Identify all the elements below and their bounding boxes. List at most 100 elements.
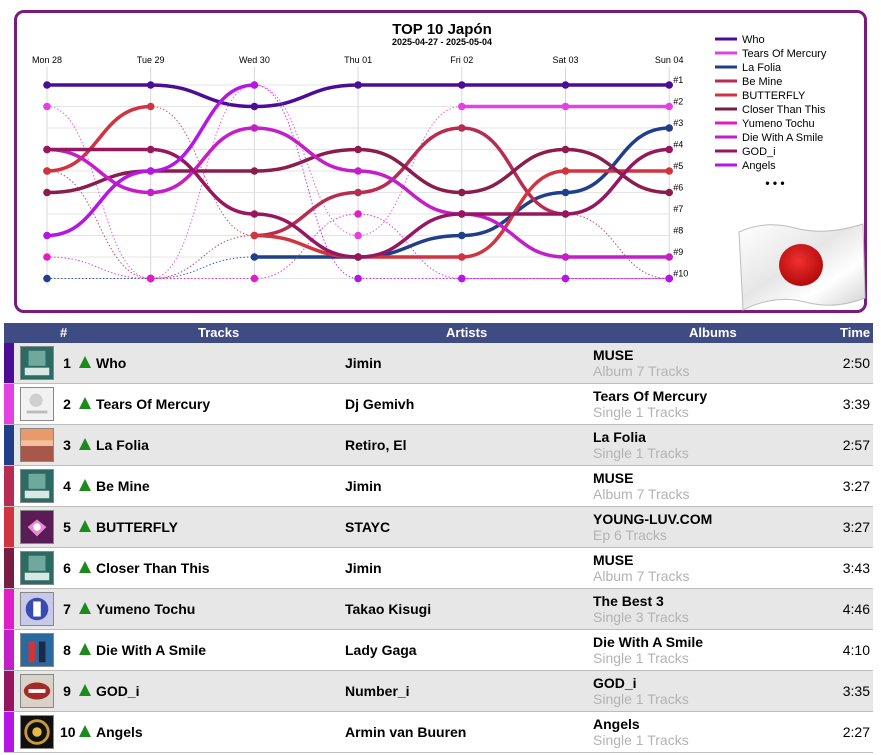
series-point bbox=[458, 102, 466, 111]
artist-name[interactable]: Takao Kisugi bbox=[345, 601, 432, 617]
track-duration: 3:39 bbox=[842, 396, 870, 412]
track-name[interactable]: Die With A Smile bbox=[96, 642, 207, 658]
artist-name[interactable]: Armin van Buuren bbox=[345, 724, 467, 740]
rank-color-bar bbox=[4, 589, 14, 629]
series-point bbox=[146, 145, 155, 154]
series-segment bbox=[252, 83, 360, 109]
rank-color-bar bbox=[4, 548, 14, 588]
album-name[interactable]: MUSE bbox=[593, 347, 634, 363]
album-name[interactable]: Angels bbox=[593, 716, 640, 732]
legend-entry: La Folia bbox=[742, 62, 782, 74]
table-row[interactable]: 5 BUTTERFLY STAYC YOUNG-LUV.COM Ep 6 Tracks 3… bbox=[4, 507, 873, 548]
rank-number: 8 bbox=[63, 642, 71, 658]
series-point bbox=[561, 102, 570, 111]
track-name[interactable]: Who bbox=[96, 355, 127, 371]
table-row[interactable]: 6 Closer Than This Jimin MUSE Album 7 Tracks… bbox=[4, 548, 873, 589]
artist-name[interactable]: Jimin bbox=[345, 355, 382, 371]
album-info: Single 1 Tracks bbox=[593, 445, 689, 461]
album-name[interactable]: La Folia bbox=[593, 429, 646, 445]
series-point bbox=[561, 253, 570, 261]
album-info: Album 7 Tracks bbox=[593, 363, 690, 379]
tracks-table: # Tracks Artists Albums Time 1 Who Jimin MU… bbox=[4, 323, 873, 753]
track-duration: 4:10 bbox=[842, 642, 870, 658]
table-row[interactable]: 10 Angels Armin van Buuren Angels Single 1 T… bbox=[4, 712, 873, 753]
album-name[interactable]: YOUNG-LUV.COM bbox=[593, 511, 713, 527]
artist-name[interactable]: Lady Gaga bbox=[345, 642, 417, 658]
japan-flag-icon bbox=[738, 223, 866, 311]
day-label: Mon 28 bbox=[32, 55, 62, 65]
table-row[interactable]: 4 Be Mine Jimin MUSE Album 7 Tracks 3:27 bbox=[4, 466, 873, 507]
legend-entry: BUTTERFLY bbox=[742, 90, 806, 102]
track-name[interactable]: Yumeno Tochu bbox=[96, 601, 196, 617]
album-name[interactable]: MUSE bbox=[593, 470, 634, 486]
album-name[interactable]: The Best 3 bbox=[593, 593, 664, 609]
track-name[interactable]: BUTTERFLY bbox=[96, 519, 178, 535]
artist-name[interactable]: Number_i bbox=[345, 683, 410, 699]
album-cover-icon bbox=[20, 551, 54, 585]
table-header: # Tracks Artists Albums Time bbox=[4, 323, 873, 343]
header-artists: Artists bbox=[446, 325, 488, 340]
day-label: Sun 04 bbox=[655, 55, 684, 65]
series-point bbox=[43, 81, 51, 89]
series-point bbox=[665, 188, 673, 197]
rank-label: #9 bbox=[673, 247, 683, 257]
trend-up-icon bbox=[79, 602, 91, 614]
trend-up-icon bbox=[79, 684, 91, 696]
series-point bbox=[146, 81, 155, 89]
table-row[interactable]: 9 GOD_i Number_i GOD_i Single 1 Tracks 3:35 bbox=[4, 671, 873, 712]
series-point bbox=[250, 274, 259, 283]
legend-entry: Tears Of Mercury bbox=[742, 48, 827, 60]
series-segment bbox=[148, 83, 257, 109]
table-row[interactable]: 3 La Folia Retiro, El La Folia Single 1 Trac… bbox=[4, 425, 873, 466]
series-segment bbox=[356, 126, 464, 195]
album-name[interactable]: Die With A Smile bbox=[593, 634, 704, 650]
album-info: Single 1 Tracks bbox=[593, 404, 689, 420]
artist-name[interactable]: STAYC bbox=[345, 519, 391, 535]
series-point bbox=[354, 253, 362, 261]
series-point bbox=[146, 102, 155, 111]
series-point bbox=[561, 274, 570, 283]
album-name[interactable]: GOD_i bbox=[593, 675, 637, 691]
album-name[interactable]: MUSE bbox=[593, 552, 634, 568]
table-row[interactable]: 7 Yumeno Tochu Takao Kisugi The Best 3 Singl… bbox=[4, 589, 873, 630]
series-point bbox=[458, 210, 466, 218]
table-row[interactable]: 1 Who Jimin MUSE Album 7 Tracks 2:50 bbox=[4, 343, 873, 384]
header-tracks: Tracks bbox=[198, 325, 240, 340]
artist-name[interactable]: Jimin bbox=[345, 478, 382, 494]
rank-color-bar bbox=[4, 507, 14, 547]
track-duration: 4:46 bbox=[842, 601, 870, 617]
series-point bbox=[665, 81, 673, 89]
album-name[interactable]: Tears Of Mercury bbox=[593, 388, 708, 404]
album-info: Ep 6 Tracks bbox=[593, 527, 667, 543]
track-name[interactable]: Angels bbox=[96, 724, 143, 740]
artist-name[interactable]: Retiro, El bbox=[345, 437, 407, 453]
rank-color-bar bbox=[4, 671, 14, 711]
track-duration: 3:27 bbox=[842, 519, 870, 535]
series-point bbox=[665, 145, 673, 154]
track-name[interactable]: Be Mine bbox=[96, 478, 150, 494]
rank-label: #8 bbox=[673, 226, 683, 236]
series-point bbox=[43, 145, 51, 154]
track-name[interactable]: Closer Than This bbox=[96, 560, 210, 576]
track-name[interactable]: La Folia bbox=[96, 437, 149, 453]
artist-name[interactable]: Dj Gemivh bbox=[345, 396, 415, 412]
day-label: Thu 01 bbox=[344, 55, 372, 65]
series-segment bbox=[252, 212, 360, 259]
trend-up-icon bbox=[79, 356, 91, 368]
artist-name[interactable]: Jimin bbox=[345, 560, 382, 576]
track-duration: 2:27 bbox=[842, 724, 870, 740]
series-point bbox=[43, 102, 51, 111]
series-point bbox=[146, 167, 155, 175]
rank-label: #7 bbox=[673, 204, 683, 214]
series-segment bbox=[252, 126, 360, 173]
series-point bbox=[458, 124, 466, 132]
chart-title: TOP 10 Japón bbox=[392, 21, 492, 38]
series-point bbox=[354, 188, 362, 197]
track-name[interactable]: GOD_i bbox=[96, 683, 140, 699]
series-point bbox=[458, 253, 466, 261]
series-point bbox=[458, 81, 466, 89]
table-row[interactable]: 8 Die With A Smile Lady Gaga Die With A Smi… bbox=[4, 630, 873, 671]
album-info: Single 1 Tracks bbox=[593, 732, 689, 748]
track-name[interactable]: Tears Of Mercury bbox=[96, 396, 211, 412]
table-row[interactable]: 2 Tears Of Mercury Dj Gemivh Tears Of Mercu… bbox=[4, 384, 873, 425]
